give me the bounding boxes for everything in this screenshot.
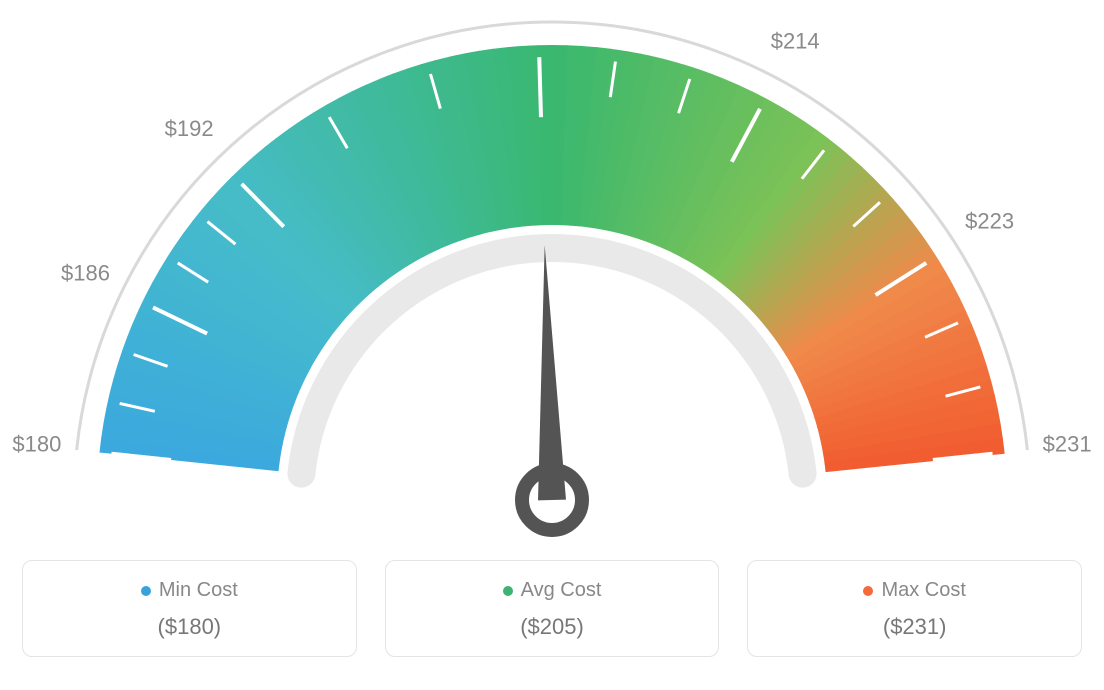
legend-title-min: Min Cost [159, 579, 238, 602]
gauge-tick-label: $214 [771, 28, 820, 53]
legend-title-avg: Avg Cost [521, 579, 602, 602]
legend-dot-avg [503, 586, 513, 596]
legend-card-min: Min Cost ($180) [22, 560, 357, 657]
legend-value-min: ($180) [33, 614, 346, 640]
gauge-tick-label: $231 [1043, 432, 1092, 457]
legend-title-max: Max Cost [881, 579, 965, 602]
legend-value-avg: ($205) [396, 614, 709, 640]
legend-dot-max [863, 586, 873, 596]
gauge-tick-label: $223 [965, 209, 1014, 234]
gauge-tick-label: $186 [61, 261, 110, 286]
legend-card-max: Max Cost ($231) [747, 560, 1082, 657]
gauge-tick-label: $180 [12, 432, 61, 457]
legend-card-avg: Avg Cost ($205) [385, 560, 720, 657]
gauge-needle [538, 245, 566, 500]
legend-value-max: ($231) [758, 614, 1071, 640]
legend-row: Min Cost ($180) Avg Cost ($205) Max Cost… [22, 560, 1082, 657]
gauge-chart: $180$186$192$205$214$223$231 [0, 0, 1104, 560]
legend-dot-min [141, 586, 151, 596]
gauge-tick-label: $192 [165, 116, 214, 141]
